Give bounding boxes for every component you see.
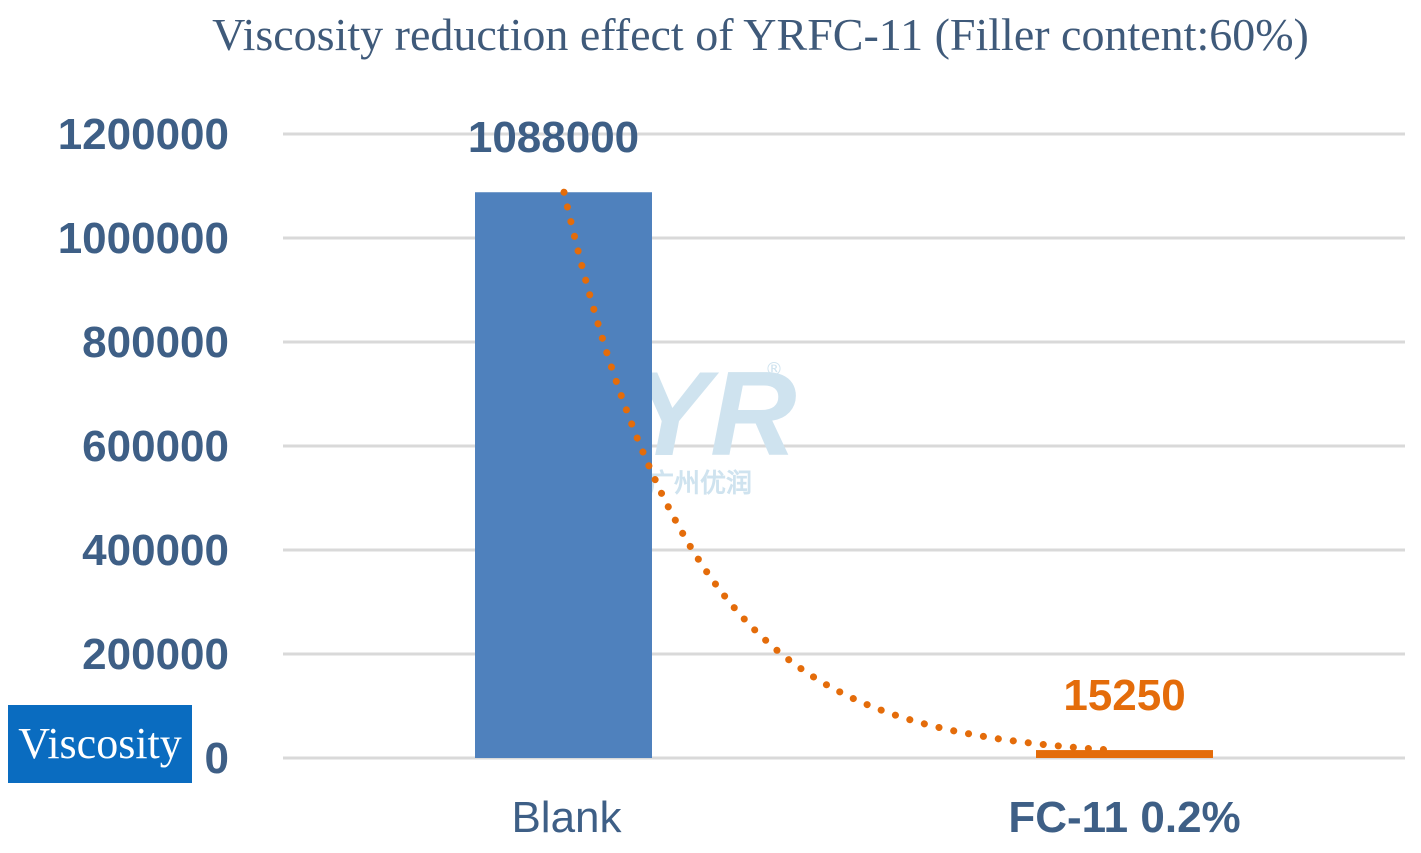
data-label: 15250 bbox=[1063, 671, 1185, 720]
y-tick-label: 400000 bbox=[82, 526, 229, 575]
data-labels: 1088000 15250 bbox=[468, 113, 1186, 720]
watermark-text: 广州优润 bbox=[648, 468, 752, 499]
chart-title: Viscosity reduction effect of YRFC-11 (F… bbox=[212, 9, 1309, 60]
watermark-registered: ® bbox=[765, 359, 783, 380]
y-tick-label: 600000 bbox=[82, 422, 229, 471]
y-tick-label: 1000000 bbox=[58, 214, 229, 263]
gridlines bbox=[283, 132, 1405, 760]
bar bbox=[475, 192, 652, 759]
y-tick-label: 0 bbox=[205, 734, 229, 783]
watermark-mark: YR bbox=[630, 347, 797, 481]
bars bbox=[475, 192, 1213, 759]
x-tick-label: Blank bbox=[511, 793, 622, 842]
watermark-logo: YR ® 广州优润 bbox=[630, 347, 797, 499]
x-tick-label: FC-11 0.2% bbox=[1008, 793, 1240, 842]
y-tick-label: 800000 bbox=[82, 318, 229, 367]
y-tick-label: 1200000 bbox=[58, 110, 229, 159]
x-tick-labels: Blank FC-11 0.2% bbox=[511, 793, 1240, 842]
data-label: 1088000 bbox=[468, 113, 639, 162]
bar bbox=[1036, 750, 1213, 758]
trendline-path bbox=[560, 188, 1116, 754]
y-tick-label: 200000 bbox=[82, 630, 229, 679]
y-axis-label: Viscosity bbox=[8, 705, 192, 783]
trendline bbox=[560, 188, 1116, 754]
y-tick-labels: 0 200000 400000 600000 800000 1000000 1200000 bbox=[58, 110, 229, 783]
